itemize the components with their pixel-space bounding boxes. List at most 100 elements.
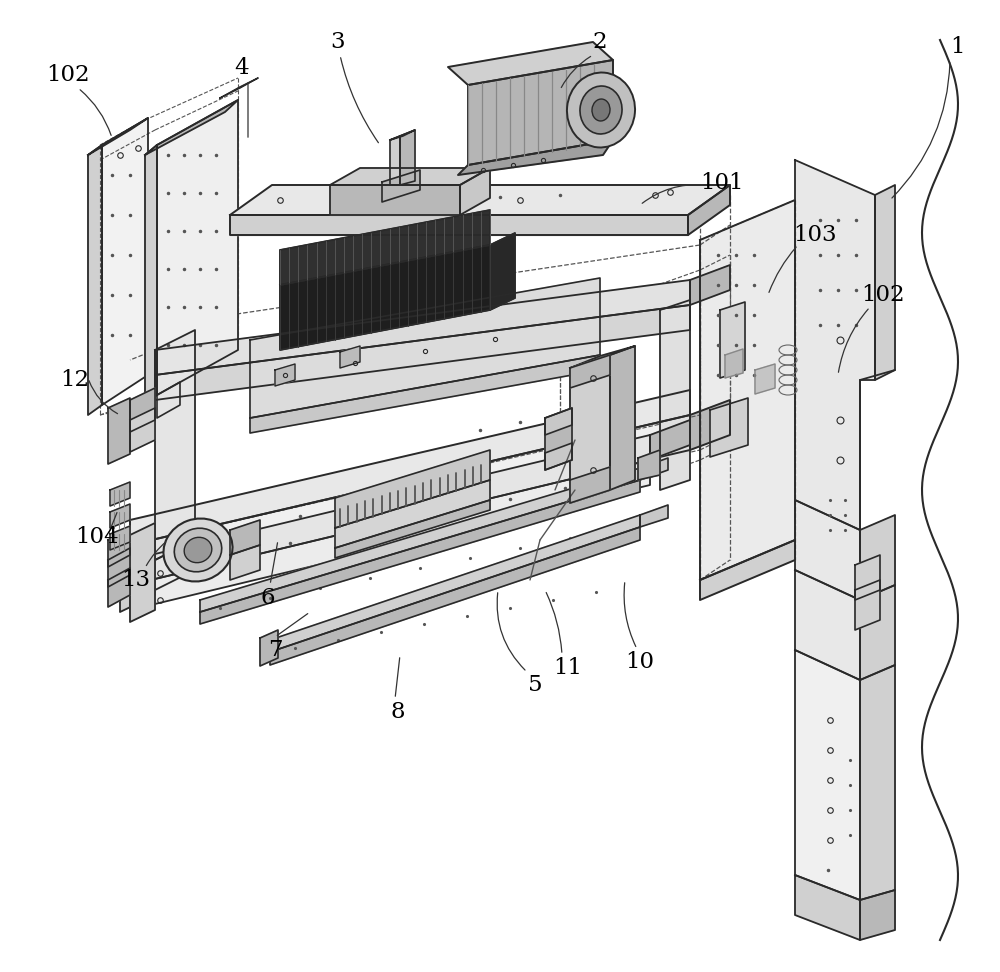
Ellipse shape — [163, 518, 233, 581]
Text: 6: 6 — [261, 587, 275, 609]
Polygon shape — [110, 482, 130, 506]
Polygon shape — [130, 435, 650, 585]
Polygon shape — [220, 78, 258, 98]
Polygon shape — [275, 364, 295, 386]
Text: 4: 4 — [235, 57, 249, 79]
Polygon shape — [145, 145, 157, 405]
Polygon shape — [795, 160, 875, 530]
Polygon shape — [700, 200, 795, 580]
Polygon shape — [88, 145, 102, 415]
Polygon shape — [260, 630, 278, 666]
Polygon shape — [860, 585, 895, 680]
Polygon shape — [468, 60, 613, 165]
Polygon shape — [108, 548, 130, 587]
Polygon shape — [860, 515, 895, 600]
Polygon shape — [458, 140, 613, 175]
Polygon shape — [108, 528, 130, 567]
Text: 103: 103 — [793, 224, 837, 246]
Polygon shape — [230, 520, 260, 555]
Polygon shape — [860, 665, 895, 900]
Polygon shape — [155, 330, 195, 560]
Polygon shape — [570, 355, 610, 388]
Polygon shape — [795, 650, 860, 900]
Polygon shape — [110, 504, 130, 528]
Polygon shape — [270, 527, 640, 665]
Polygon shape — [335, 500, 490, 558]
Polygon shape — [230, 185, 730, 215]
Polygon shape — [795, 500, 860, 600]
Polygon shape — [875, 185, 895, 380]
Polygon shape — [145, 100, 238, 155]
Polygon shape — [280, 210, 490, 285]
Polygon shape — [88, 118, 148, 155]
Polygon shape — [570, 467, 610, 503]
Polygon shape — [102, 118, 148, 405]
Polygon shape — [400, 130, 415, 185]
Text: 10: 10 — [626, 651, 654, 673]
Ellipse shape — [592, 99, 610, 121]
Polygon shape — [660, 300, 690, 490]
Text: 11: 11 — [554, 657, 582, 679]
Polygon shape — [130, 535, 155, 580]
Polygon shape — [108, 398, 130, 464]
Text: 3: 3 — [331, 31, 345, 53]
Polygon shape — [710, 398, 748, 457]
Polygon shape — [795, 570, 860, 680]
Polygon shape — [330, 185, 460, 215]
Polygon shape — [545, 408, 572, 470]
Polygon shape — [855, 580, 880, 630]
Polygon shape — [570, 355, 610, 503]
Polygon shape — [610, 346, 635, 490]
Polygon shape — [230, 545, 260, 580]
Polygon shape — [448, 42, 613, 85]
Polygon shape — [640, 458, 668, 480]
Polygon shape — [130, 415, 690, 580]
Polygon shape — [270, 515, 640, 652]
Polygon shape — [110, 526, 130, 550]
Polygon shape — [490, 233, 515, 310]
Polygon shape — [390, 136, 400, 185]
Polygon shape — [570, 346, 635, 368]
Polygon shape — [108, 568, 130, 607]
Polygon shape — [130, 460, 650, 610]
Polygon shape — [120, 548, 145, 612]
Polygon shape — [130, 523, 155, 622]
Polygon shape — [155, 305, 690, 400]
Polygon shape — [860, 890, 895, 940]
Polygon shape — [250, 355, 600, 433]
Text: 102: 102 — [46, 64, 90, 86]
Polygon shape — [200, 480, 640, 624]
Polygon shape — [650, 420, 690, 460]
Polygon shape — [157, 382, 180, 418]
Polygon shape — [390, 130, 415, 140]
Text: 12: 12 — [60, 369, 90, 391]
Polygon shape — [382, 170, 420, 202]
Polygon shape — [145, 543, 155, 600]
Polygon shape — [130, 388, 155, 432]
Polygon shape — [795, 875, 860, 940]
Polygon shape — [700, 540, 795, 600]
Polygon shape — [725, 349, 743, 378]
Polygon shape — [640, 505, 668, 527]
Polygon shape — [280, 245, 490, 350]
Polygon shape — [855, 555, 880, 600]
Ellipse shape — [567, 73, 635, 148]
Polygon shape — [720, 302, 745, 378]
Text: 2: 2 — [593, 31, 607, 53]
Polygon shape — [545, 408, 572, 435]
Text: 101: 101 — [700, 172, 744, 194]
Polygon shape — [155, 280, 690, 375]
Polygon shape — [335, 480, 490, 548]
Polygon shape — [130, 390, 690, 545]
Polygon shape — [340, 346, 360, 368]
Text: 7: 7 — [268, 639, 282, 661]
Polygon shape — [335, 450, 490, 528]
Polygon shape — [157, 100, 238, 395]
Polygon shape — [688, 185, 730, 235]
Polygon shape — [545, 443, 572, 470]
Text: 5: 5 — [528, 674, 542, 696]
Ellipse shape — [174, 528, 222, 572]
Polygon shape — [690, 265, 730, 305]
Polygon shape — [460, 168, 490, 215]
Polygon shape — [155, 540, 195, 590]
